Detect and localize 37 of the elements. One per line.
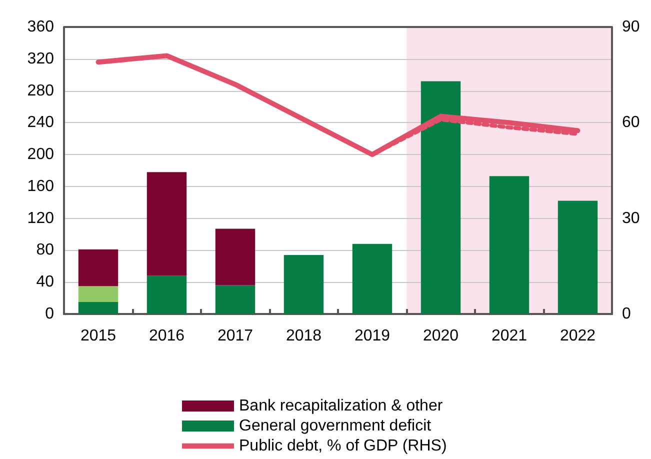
legend-label: General government deficit xyxy=(239,418,432,434)
bar xyxy=(420,81,461,314)
y-tick-label: 200 xyxy=(27,146,54,164)
x-tick-label: 2022 xyxy=(560,328,596,344)
y-tick-label: 40 xyxy=(36,274,54,291)
y-tick-label: 120 xyxy=(27,210,54,227)
y2-tick-label: 0 xyxy=(622,306,631,322)
bar xyxy=(215,285,256,314)
x-tick-label: 2021 xyxy=(491,328,528,344)
y-tick-label: 240 xyxy=(27,114,54,132)
y2-tick-label: 60 xyxy=(622,114,640,132)
bar xyxy=(146,276,187,314)
y-tick-label: 320 xyxy=(27,50,54,68)
legend-label: Public debt, % of GDP (RHS) xyxy=(239,438,447,454)
x-tick-label: 2015 xyxy=(80,328,116,344)
bar xyxy=(284,255,324,314)
x-tick-label: 2018 xyxy=(286,328,322,344)
y-tick-label: 360 xyxy=(27,18,54,36)
y-tick-label: 80 xyxy=(36,242,54,259)
y-tick-label: 160 xyxy=(27,178,54,195)
bar xyxy=(146,172,187,276)
bar xyxy=(78,249,118,286)
x-tick-label: 2020 xyxy=(422,328,459,344)
y2-tick-label: 90 xyxy=(622,18,640,36)
bar xyxy=(558,200,598,314)
bar xyxy=(215,228,256,286)
legend-label: Bank recapitalization & other xyxy=(239,398,444,414)
x-tick-label: 2019 xyxy=(354,328,390,344)
x-tick-label: 2016 xyxy=(148,328,185,344)
y-tick-label: 280 xyxy=(27,82,54,100)
bar xyxy=(489,176,530,314)
y-tick-label: 0 xyxy=(45,306,54,322)
bar xyxy=(352,244,392,314)
bar xyxy=(78,302,118,314)
x-tick-label: 2017 xyxy=(217,328,254,344)
y2-tick-label: 30 xyxy=(622,210,640,227)
bar xyxy=(78,286,118,302)
